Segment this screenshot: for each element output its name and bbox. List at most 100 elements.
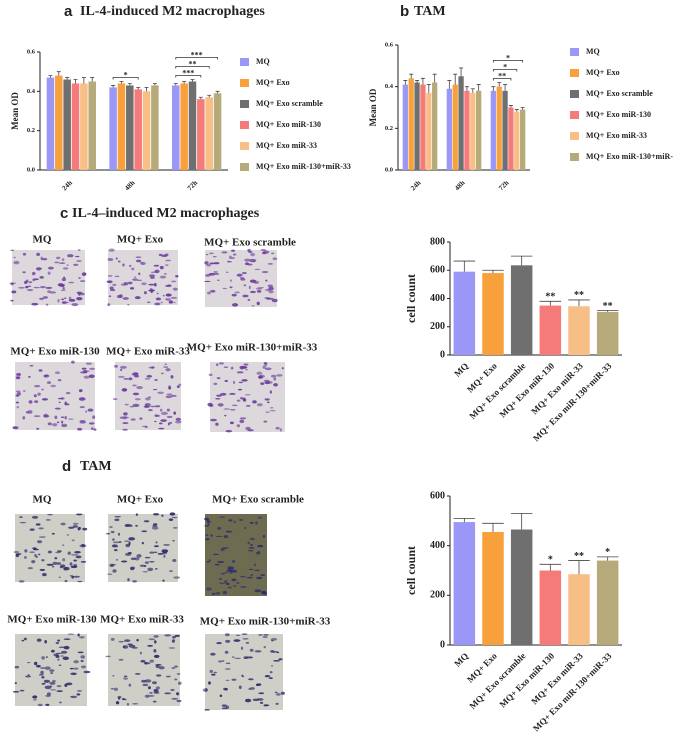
legend-label: MQ+ Exo miR-130 xyxy=(586,110,651,119)
stained-cell xyxy=(231,303,239,307)
stained-cell xyxy=(71,539,75,542)
stained-cell xyxy=(107,275,113,277)
bar xyxy=(510,529,533,645)
stained-cell xyxy=(147,695,155,697)
stained-cell xyxy=(261,590,267,595)
stained-cell xyxy=(166,408,170,412)
stained-cell xyxy=(219,694,223,698)
stained-cell xyxy=(41,559,45,562)
stained-cell xyxy=(149,288,153,292)
stained-cell xyxy=(254,268,261,271)
y-tick-label: 0 xyxy=(440,639,445,650)
stained-cell xyxy=(174,665,179,668)
stained-cell xyxy=(245,642,250,644)
stained-cell xyxy=(248,251,253,253)
stained-cell xyxy=(124,639,131,643)
stained-cell xyxy=(58,576,61,578)
stained-cell xyxy=(207,523,210,526)
stained-cell xyxy=(49,291,57,294)
stained-cell xyxy=(278,658,283,661)
stained-cell xyxy=(114,515,121,518)
stained-cell xyxy=(46,563,54,566)
stained-cell xyxy=(114,275,120,277)
stained-cell xyxy=(240,646,244,650)
micrograph xyxy=(106,248,179,307)
stained-cell xyxy=(248,568,254,571)
error-bar xyxy=(136,87,141,90)
stained-cell xyxy=(24,280,28,285)
stained-cell xyxy=(209,262,215,265)
stained-cell xyxy=(270,406,274,409)
stained-cell xyxy=(263,379,270,382)
micrograph xyxy=(105,634,182,706)
stained-cell xyxy=(215,535,223,538)
error-bar xyxy=(56,71,61,76)
stained-cell xyxy=(47,513,54,516)
stained-cell xyxy=(120,368,123,372)
significance-label: * xyxy=(548,555,553,566)
stained-cell xyxy=(149,274,156,278)
stained-cell xyxy=(233,380,236,384)
stained-cell xyxy=(38,527,44,530)
stained-cell xyxy=(107,303,111,307)
stained-cell xyxy=(34,384,41,388)
bar xyxy=(213,93,222,170)
stained-cell xyxy=(239,365,245,370)
stained-cell xyxy=(153,523,158,526)
stained-cell xyxy=(254,589,262,593)
legend-swatch xyxy=(240,163,249,171)
stained-cell xyxy=(61,298,65,301)
legend-label: MQ xyxy=(586,47,600,56)
stained-cell xyxy=(56,421,60,424)
stained-cell xyxy=(73,263,79,267)
stained-cell xyxy=(115,701,120,705)
micrograph-label: MQ+ Exo miR-130+miR-33 xyxy=(200,616,331,628)
stained-cell xyxy=(243,363,249,366)
legend-swatch xyxy=(240,142,249,150)
stained-cell xyxy=(60,289,66,292)
stained-cell xyxy=(68,418,74,420)
stained-cell xyxy=(175,420,182,424)
stained-cell xyxy=(57,283,64,287)
error-bar xyxy=(198,96,203,100)
significance-bracket xyxy=(492,78,512,81)
stained-cell xyxy=(224,379,228,383)
micrograph xyxy=(106,512,181,583)
micrograph xyxy=(207,362,285,433)
stained-cell xyxy=(45,656,49,658)
stained-cell xyxy=(135,524,138,527)
significance-label: ** xyxy=(603,301,613,312)
stained-cell xyxy=(15,552,22,556)
stained-cell xyxy=(56,690,63,692)
stained-cell xyxy=(67,633,75,635)
micrograph-label: MQ xyxy=(33,234,52,246)
stained-cell xyxy=(257,551,261,554)
micrograph xyxy=(204,248,278,307)
stained-cell xyxy=(231,404,238,407)
stained-cell xyxy=(172,636,176,639)
stained-cell xyxy=(54,415,58,420)
stained-cell xyxy=(79,406,85,409)
stained-cell xyxy=(264,675,271,678)
stained-cell xyxy=(225,662,231,665)
stained-cell xyxy=(273,659,280,662)
stained-cell xyxy=(222,590,228,595)
stained-cell xyxy=(147,396,152,398)
error-bar xyxy=(482,269,504,274)
y-tick-label: 200 xyxy=(430,321,445,332)
stained-cell xyxy=(264,289,271,291)
stained-cell xyxy=(81,665,87,669)
stained-cell xyxy=(163,543,171,546)
stained-cell xyxy=(36,638,42,642)
stained-cell xyxy=(225,429,233,433)
stained-cell xyxy=(124,403,129,406)
bar xyxy=(482,532,504,645)
stained-cell xyxy=(41,388,45,391)
stained-cell xyxy=(215,397,221,400)
micrograph-label: MQ+ Exo xyxy=(117,234,164,246)
stained-cell xyxy=(164,284,172,287)
stained-cell xyxy=(158,427,165,430)
error-bar xyxy=(90,77,95,82)
panel-letter: b xyxy=(400,3,409,20)
stained-cell xyxy=(135,256,142,258)
